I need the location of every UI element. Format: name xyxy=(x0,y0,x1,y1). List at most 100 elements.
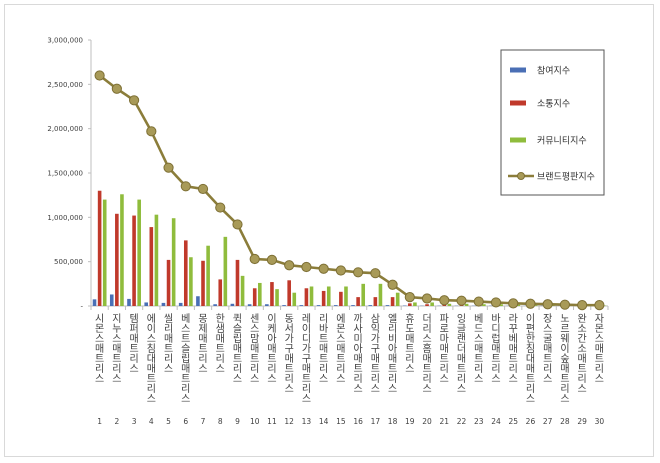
line-point-14 xyxy=(318,263,329,274)
bar-1-14 xyxy=(316,305,321,306)
legend-label: 커뮤니티지수 xyxy=(537,136,587,147)
bar-2-20 xyxy=(425,304,429,306)
rank-label: 20 xyxy=(422,417,432,426)
bar-1-8 xyxy=(213,304,217,306)
rank-label: 3 xyxy=(132,417,137,426)
bar-2-2 xyxy=(115,213,119,306)
bar-1-12 xyxy=(282,305,286,306)
rank-label: 9 xyxy=(235,417,240,426)
bar-3-21 xyxy=(447,303,452,306)
bar-2-5 xyxy=(166,259,171,306)
bar-2-15 xyxy=(339,291,343,306)
rank-label: 11 xyxy=(267,417,277,426)
legend-label: 소통지수 xyxy=(537,99,570,110)
rank-label: 12 xyxy=(284,417,294,426)
line-point-20 xyxy=(421,293,433,304)
line-point-22 xyxy=(456,295,467,306)
bar-3-18 xyxy=(395,292,400,306)
bar-2-3 xyxy=(132,215,136,306)
bar-3-23 xyxy=(482,304,486,306)
line-point-19 xyxy=(404,292,415,303)
bar-2-13 xyxy=(304,288,309,306)
line-point-17 xyxy=(370,268,381,279)
line-point-27 xyxy=(542,299,553,310)
bar-2-17 xyxy=(373,297,378,306)
rank-label: 29 xyxy=(577,417,587,426)
bar-2-11 xyxy=(270,282,274,306)
bar-3-16 xyxy=(361,283,366,306)
legend-swatch xyxy=(510,100,526,106)
line-point-4 xyxy=(146,126,157,137)
rank-label: 13 xyxy=(302,417,312,426)
rank-label: 14 xyxy=(319,417,329,426)
line-point-23 xyxy=(473,296,484,307)
bar-1-3 xyxy=(127,298,131,306)
rank-label: 30 xyxy=(595,417,605,426)
line-point-29 xyxy=(577,300,588,311)
y-tick-label: 2,500,000 xyxy=(47,81,83,89)
rank-label: 7 xyxy=(201,417,206,426)
line-point-26 xyxy=(525,298,536,309)
line-point-2 xyxy=(111,83,122,94)
bar-1-10 xyxy=(247,304,252,306)
rank-label: 24 xyxy=(491,417,501,426)
bar-3-1 xyxy=(102,199,107,306)
rank-label: 2 xyxy=(114,417,119,426)
line-point-25 xyxy=(508,298,519,309)
rank-label: 17 xyxy=(371,417,381,426)
line-point-7 xyxy=(197,183,209,195)
bar-3-26 xyxy=(533,305,538,306)
bar-2-19 xyxy=(408,303,412,306)
rank-label: 27 xyxy=(543,417,553,426)
bar-3-17 xyxy=(378,283,383,306)
bar-3-12 xyxy=(292,292,297,306)
bar-2-10 xyxy=(252,288,257,306)
bar-2-8 xyxy=(218,279,223,306)
y-tick-label: - xyxy=(80,303,83,311)
y-tick-label: 1,500,000 xyxy=(47,170,83,178)
bar-1-1 xyxy=(92,299,97,306)
legend-marker xyxy=(517,172,525,180)
rank-label: 21 xyxy=(440,417,450,426)
bar-3-3 xyxy=(137,199,141,306)
bar-1-16 xyxy=(351,305,355,306)
legend-label: 참여지수 xyxy=(537,65,570,77)
line-point-9 xyxy=(232,219,243,230)
bar-2-12 xyxy=(287,280,291,306)
bar-1-11 xyxy=(265,304,269,306)
bar-3-25 xyxy=(516,304,521,306)
line-point-10 xyxy=(249,253,260,265)
rank-label: 26 xyxy=(526,417,536,426)
line-point-11 xyxy=(266,254,278,265)
bar-1-9 xyxy=(230,303,235,306)
line-point-1 xyxy=(94,70,105,81)
line-point-18 xyxy=(387,279,398,290)
bar-2-16 xyxy=(356,297,360,306)
line-point-21 xyxy=(439,295,450,306)
bar-3-22 xyxy=(464,303,469,306)
line-point-13 xyxy=(301,261,312,273)
bar-2-9 xyxy=(235,259,240,306)
legend-swatch xyxy=(510,137,526,143)
bar-1-7 xyxy=(196,296,200,306)
rank-label: 15 xyxy=(336,417,346,426)
